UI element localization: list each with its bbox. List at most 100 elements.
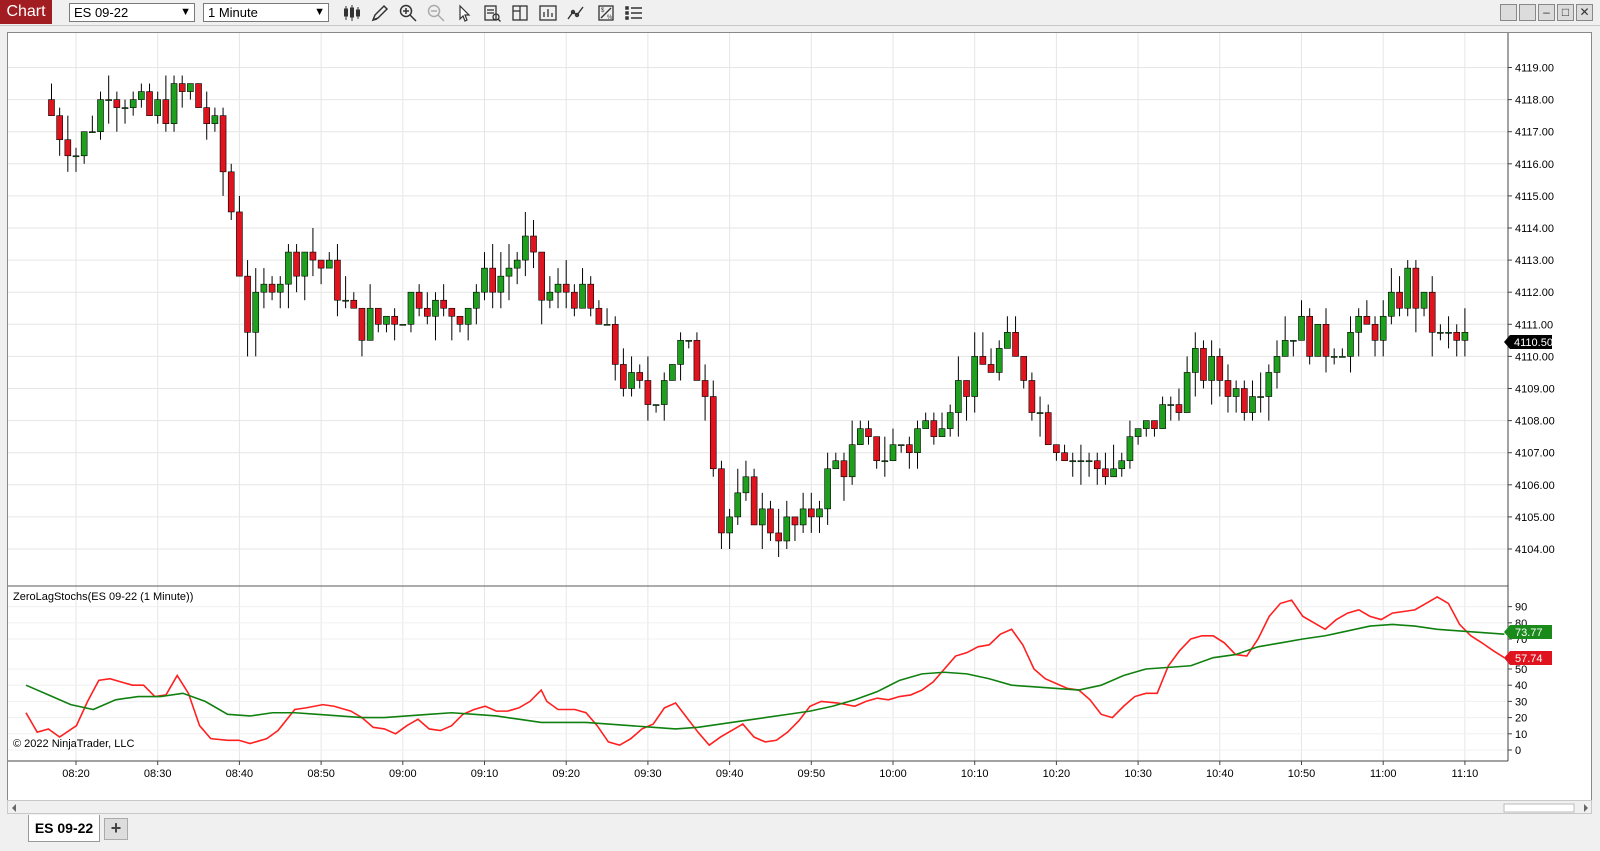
minimize-button[interactable]: – bbox=[1538, 4, 1555, 21]
candle-body bbox=[660, 380, 668, 405]
properties-icon[interactable] bbox=[538, 3, 558, 23]
candle-body bbox=[187, 83, 194, 92]
candle-body bbox=[154, 99, 161, 116]
candle-body bbox=[767, 508, 774, 534]
price-tick-label: 4108.00 bbox=[1515, 416, 1555, 428]
candle-body bbox=[824, 468, 831, 510]
candle-body bbox=[1273, 356, 1281, 373]
candle-body bbox=[1216, 356, 1224, 381]
k-line bbox=[25, 595, 1505, 747]
more-icon[interactable] bbox=[624, 3, 644, 23]
candle-body bbox=[1355, 315, 1362, 333]
tile-left-button[interactable] bbox=[1500, 4, 1517, 21]
candle-body bbox=[358, 307, 366, 341]
candle-body bbox=[1363, 315, 1371, 325]
instrument-value: ES 09-22 bbox=[74, 5, 129, 20]
zoom-out-icon[interactable] bbox=[426, 3, 446, 23]
candle-body bbox=[1208, 356, 1215, 381]
pointer-icon[interactable] bbox=[454, 3, 474, 23]
candle-body bbox=[276, 283, 284, 293]
bar-type-icon[interactable] bbox=[342, 3, 362, 23]
candle-body bbox=[415, 291, 423, 309]
price-tick-label: 4115.00 bbox=[1515, 191, 1554, 203]
candle-body bbox=[554, 283, 562, 293]
candle-body bbox=[1053, 444, 1060, 453]
close-button[interactable]: ✕ bbox=[1576, 4, 1593, 21]
d-value-marker: 73.77 bbox=[1504, 625, 1552, 639]
drawing-tool-icon[interactable] bbox=[370, 3, 390, 23]
time-tick-label: 09:30 bbox=[634, 768, 662, 780]
candle-body bbox=[285, 251, 292, 285]
candle-body bbox=[775, 532, 782, 542]
strategies-icon[interactable] bbox=[566, 3, 586, 23]
k-value-marker: 57.74 bbox=[1504, 651, 1552, 665]
osc-tick-label: 20 bbox=[1515, 713, 1527, 725]
current-price-label: 4110.50 bbox=[1514, 337, 1553, 349]
candle-body bbox=[562, 283, 570, 293]
add-tab-button[interactable]: + bbox=[104, 818, 128, 840]
price-tick-label: 4113.00 bbox=[1515, 255, 1554, 267]
candle-body bbox=[579, 283, 586, 309]
candle-body bbox=[644, 380, 652, 405]
scroll-thumb[interactable] bbox=[1503, 803, 1575, 813]
candle-body bbox=[669, 364, 676, 381]
time-tick-label: 10:50 bbox=[1288, 768, 1316, 780]
osc-tick-label: 40 bbox=[1515, 680, 1527, 692]
candle-body bbox=[1420, 291, 1428, 309]
copyright-text: © 2022 NinjaTrader, LLC bbox=[13, 738, 134, 750]
price-tick-label: 4107.00 bbox=[1515, 448, 1555, 460]
indicator-label: ZeroLagStochs(ES 09-22 (1 Minute)) bbox=[13, 591, 193, 603]
candle-body bbox=[865, 428, 872, 437]
time-tick-label: 09:00 bbox=[389, 768, 417, 780]
d-line bbox=[25, 623, 1505, 730]
candle-body bbox=[456, 315, 464, 325]
candle-body bbox=[1265, 372, 1273, 397]
data-box-icon[interactable] bbox=[482, 3, 502, 23]
price-tick-label: 4114.00 bbox=[1515, 223, 1554, 235]
chart-panel[interactable]: 4104.00 4105.00 4106.00 4107.00 4108.00 4109.… bbox=[7, 32, 1592, 802]
chart-canvas[interactable]: 4104.00 4105.00 4106.00 4107.00 4108.00 4109.… bbox=[8, 33, 1593, 803]
osc-tick-label: 90 bbox=[1515, 602, 1527, 614]
candle-body bbox=[170, 83, 178, 124]
candle-body bbox=[750, 476, 758, 526]
candle-body bbox=[138, 91, 145, 100]
candle-body bbox=[1159, 404, 1166, 429]
candle-body bbox=[513, 259, 521, 269]
candle-body bbox=[146, 91, 153, 116]
instrument-selector[interactable]: ES 09-22 ▼ bbox=[69, 3, 195, 22]
candle-body bbox=[701, 380, 709, 397]
candle-body bbox=[448, 307, 456, 317]
candle-body bbox=[971, 356, 979, 397]
time-tick-label: 11:00 bbox=[1370, 768, 1397, 780]
maximize-button[interactable]: □ bbox=[1557, 4, 1574, 21]
candle-body bbox=[121, 107, 129, 109]
candle-body bbox=[946, 412, 954, 429]
scroll-left-icon[interactable] bbox=[12, 804, 16, 812]
price-tick-label: 4106.00 bbox=[1515, 480, 1555, 492]
candle-body bbox=[129, 99, 137, 108]
candle-body bbox=[693, 340, 701, 381]
horizontal-scrollbar[interactable] bbox=[7, 800, 1592, 814]
scroll-right-icon[interactable] bbox=[1584, 804, 1588, 812]
time-tick-label: 09:40 bbox=[716, 768, 744, 780]
candle-body bbox=[1110, 468, 1117, 478]
candle-body bbox=[317, 259, 325, 269]
candle-body bbox=[432, 299, 439, 317]
candle-body bbox=[97, 99, 104, 132]
price-tick-label: 4117.00 bbox=[1515, 127, 1554, 139]
interval-selector[interactable]: 1 Minute ▼ bbox=[203, 3, 329, 22]
scroll-track[interactable] bbox=[8, 802, 1593, 814]
candle-body bbox=[995, 348, 1003, 373]
candle-body bbox=[1142, 420, 1150, 429]
indicators-icon[interactable]: $% bbox=[596, 3, 616, 23]
tile-right-button[interactable] bbox=[1519, 4, 1536, 21]
candle-body bbox=[473, 291, 480, 309]
interval-value: 1 Minute bbox=[208, 5, 258, 20]
chart-trader-icon[interactable] bbox=[510, 3, 530, 23]
k-value-label: 57.74 bbox=[1515, 653, 1543, 665]
zoom-in-icon[interactable] bbox=[398, 3, 418, 23]
tab-es-09-22[interactable]: ES 09-22 bbox=[28, 815, 100, 842]
candle-body bbox=[1453, 332, 1461, 341]
time-tick-label: 08:20 bbox=[62, 768, 90, 780]
candle-body bbox=[538, 251, 545, 301]
